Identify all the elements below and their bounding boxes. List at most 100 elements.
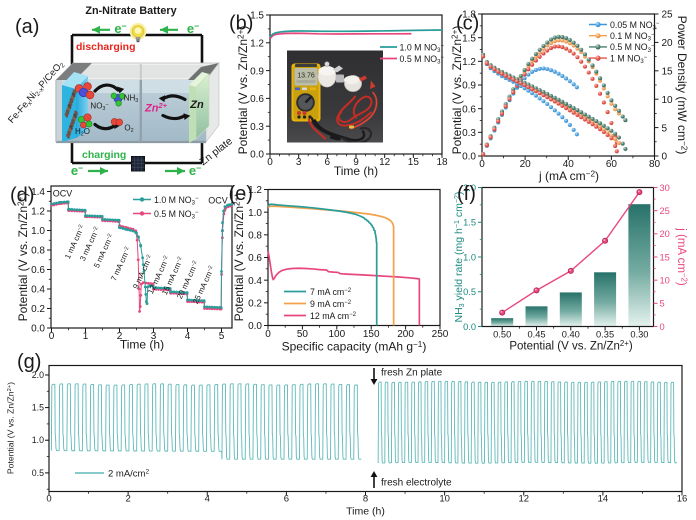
svg-text:100: 100 <box>328 329 345 340</box>
svg-text:0.8: 0.8 <box>31 246 45 257</box>
svg-text:charging: charging <box>82 149 126 161</box>
svg-text:(a): (a) <box>15 16 39 38</box>
svg-text:0.9: 0.9 <box>250 66 264 77</box>
svg-text:H2O: H2O <box>75 127 90 137</box>
svg-text:Time (h): Time (h) <box>346 506 385 518</box>
svg-text:2: 2 <box>125 494 130 505</box>
svg-text:(c): (c) <box>456 13 479 35</box>
svg-text:0.5: 0.5 <box>463 287 476 297</box>
svg-text:12: 12 <box>518 494 529 505</box>
svg-text:Potential (V vs. Zn/Zn2+): Potential (V vs. Zn/Zn2+) <box>6 382 16 474</box>
svg-text:0: 0 <box>662 152 668 163</box>
svg-text:250: 250 <box>432 329 449 340</box>
svg-text:NH3: NH3 <box>124 94 139 104</box>
svg-text:discharging: discharging <box>76 41 136 53</box>
svg-text:1.0 M NO3−: 1.0 M NO3− <box>400 42 445 54</box>
svg-text:18: 18 <box>436 157 448 168</box>
svg-text:Time (h): Time (h) <box>334 164 378 178</box>
svg-text:0.6: 0.6 <box>250 94 264 105</box>
svg-text:Potential (V vs. Zn/Zn2+): Potential (V vs. Zn/Zn2+) <box>509 339 632 352</box>
svg-text:1.0: 1.0 <box>31 226 45 237</box>
svg-text:fresh electrolyte: fresh electrolyte <box>381 478 452 489</box>
svg-text:0.0: 0.0 <box>250 150 264 161</box>
svg-text:(e): (e) <box>229 183 253 205</box>
svg-text:0.40: 0.40 <box>562 330 580 340</box>
svg-text:12: 12 <box>379 157 391 168</box>
svg-text:9 mA cm−2: 9 mA cm−2 <box>310 299 352 309</box>
svg-text:6: 6 <box>284 494 289 505</box>
svg-text:13.76: 13.76 <box>297 73 315 80</box>
svg-text:Potential (V vs. Zn/Zn2+): Potential (V vs. Zn/Zn2+) <box>236 26 250 155</box>
svg-text:200: 200 <box>397 329 414 340</box>
svg-text:OCV: OCV <box>208 196 228 206</box>
svg-text:0.0: 0.0 <box>462 152 476 163</box>
svg-text:1.2: 1.2 <box>250 39 264 50</box>
svg-text:5: 5 <box>660 299 665 309</box>
svg-text:0: 0 <box>46 494 51 505</box>
svg-text:25: 25 <box>662 10 674 21</box>
svg-text:30: 30 <box>660 183 670 193</box>
svg-text:0.8: 0.8 <box>248 231 262 242</box>
svg-text:Power Density (mW cm−2): Power Density (mW cm−2) <box>675 16 689 155</box>
svg-text:Specific capacity (mAh g−1): Specific capacity (mAh g−1) <box>282 340 427 354</box>
svg-text:20: 20 <box>660 229 670 239</box>
svg-text:7 mA cm−2: 7 mA cm−2 <box>310 287 352 297</box>
svg-text:0.0: 0.0 <box>248 321 262 332</box>
svg-text:Time (h): Time (h) <box>120 338 164 352</box>
svg-text:0.9: 0.9 <box>462 81 476 92</box>
svg-text:Potential (V vs. Zn/Zn2+): Potential (V vs. Zn/Zn2+) <box>16 193 30 322</box>
svg-text:0.3: 0.3 <box>250 122 264 133</box>
svg-text:O2: O2 <box>124 124 133 134</box>
svg-text:0.4: 0.4 <box>248 276 262 287</box>
svg-text:1.5: 1.5 <box>32 403 44 413</box>
svg-text:25: 25 <box>660 206 670 216</box>
svg-text:1.0 M NO3−: 1.0 M NO3− <box>154 195 199 207</box>
svg-text:6: 6 <box>325 157 331 168</box>
svg-text:14: 14 <box>598 494 609 505</box>
svg-text:1.8: 1.8 <box>462 10 476 21</box>
svg-text:0.50: 0.50 <box>493 330 511 340</box>
svg-text:9: 9 <box>353 157 359 168</box>
svg-text:Potential (V vs. Zn/Zn2+): Potential (V vs. Zn/Zn2+) <box>232 193 246 322</box>
svg-text:3: 3 <box>151 331 157 342</box>
svg-text:0.5 M NO3−: 0.5 M NO3− <box>154 209 199 221</box>
svg-text:NO3−: NO3− <box>90 102 108 112</box>
svg-text:0.6: 0.6 <box>31 265 45 276</box>
svg-text:(f): (f) <box>457 183 476 205</box>
svg-text:1.5: 1.5 <box>250 11 264 22</box>
svg-text:2.0: 2.0 <box>32 370 44 380</box>
svg-text:4: 4 <box>185 331 191 342</box>
svg-text:0: 0 <box>479 159 485 170</box>
svg-text:0.30: 0.30 <box>630 330 648 340</box>
svg-text:1.0: 1.0 <box>248 208 262 219</box>
svg-text:80: 80 <box>649 159 661 170</box>
svg-text:0.05 M NO3−: 0.05 M NO3− <box>610 20 660 32</box>
svg-text:fresh Zn plate: fresh Zn plate <box>381 368 443 379</box>
svg-text:5: 5 <box>219 331 225 342</box>
svg-text:1.5: 1.5 <box>462 33 476 44</box>
svg-text:1 M NO3−: 1 M NO3− <box>610 53 648 65</box>
svg-text:2: 2 <box>117 331 123 342</box>
svg-text:2 mA/cm2: 2 mA/cm2 <box>108 469 149 480</box>
svg-text:2.0: 2.0 <box>463 183 476 193</box>
svg-text:0.0: 0.0 <box>31 324 45 335</box>
svg-text:(g): (g) <box>17 351 41 373</box>
svg-text:10: 10 <box>662 95 674 106</box>
svg-text:10: 10 <box>439 494 450 505</box>
svg-text:NH3 yield rate (mg h−1 cm−2): NH3 yield rate (mg h−1 cm−2) <box>453 191 466 322</box>
svg-text:1.0: 1.0 <box>463 252 476 262</box>
svg-text:0: 0 <box>267 157 273 168</box>
svg-text:1.0: 1.0 <box>32 435 44 445</box>
svg-text:0.2: 0.2 <box>31 304 45 315</box>
svg-text:0.0: 0.0 <box>463 322 476 332</box>
svg-text:Zn: Zn <box>189 99 204 111</box>
svg-text:0: 0 <box>49 331 55 342</box>
svg-text:0.6: 0.6 <box>248 253 262 264</box>
svg-text:50: 50 <box>297 329 309 340</box>
svg-text:4: 4 <box>205 494 210 505</box>
svg-text:40: 40 <box>563 159 575 170</box>
svg-text:0.1 M NO3−: 0.1 M NO3− <box>610 31 655 43</box>
svg-text:0: 0 <box>660 322 665 332</box>
svg-text:1.2: 1.2 <box>31 207 45 218</box>
svg-text:j (mA cm−2): j (mA cm−2) <box>538 169 599 183</box>
